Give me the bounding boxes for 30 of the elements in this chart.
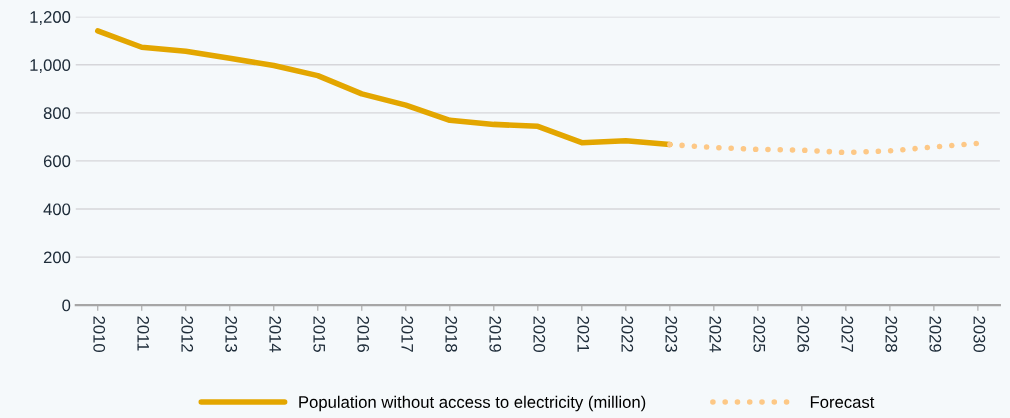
x-tick-label: 2018 xyxy=(445,316,458,352)
x-tick-label: 2026 xyxy=(797,316,810,352)
x-tick-label: 2019 xyxy=(489,316,502,352)
x-tick-label: 2023 xyxy=(665,316,678,352)
x-tick-label: 2030 xyxy=(973,316,986,352)
x-tick-label: 2028 xyxy=(885,316,898,352)
y-tick-label: 400 xyxy=(43,203,71,216)
x-tick-label: 2020 xyxy=(533,316,546,352)
y-tick-label: 200 xyxy=(43,251,71,264)
x-tick-label: 2013 xyxy=(225,316,238,352)
x-tick-label: 2017 xyxy=(401,316,414,352)
y-tick-label: 800 xyxy=(43,107,71,120)
x-tick-label: 2016 xyxy=(357,316,370,352)
x-tick-label: 2025 xyxy=(753,316,766,352)
legend-label: Forecast xyxy=(810,396,875,408)
x-tick-label: 2014 xyxy=(269,316,282,353)
x-tick-label: 2022 xyxy=(621,316,634,352)
x-tick-label: 2012 xyxy=(181,316,194,352)
y-tick-label: 600 xyxy=(43,155,71,168)
legend-label: Population without access to electricity (million) xyxy=(299,395,646,412)
y-tick-label: 1,200 xyxy=(30,11,71,25)
y-tick-label: 1,000 xyxy=(30,59,71,73)
x-tick-label: 2015 xyxy=(313,316,326,352)
x-tick-label: 2010 xyxy=(93,316,106,352)
x-tick-label: 2011 xyxy=(137,316,150,351)
y-tick-label: 0 xyxy=(62,299,71,312)
x-tick-label: 2027 xyxy=(841,316,854,352)
x-tick-label: 2024 xyxy=(709,316,722,353)
x-tick-label: 2021 xyxy=(577,316,590,352)
x-tick-label: 2029 xyxy=(929,316,942,352)
